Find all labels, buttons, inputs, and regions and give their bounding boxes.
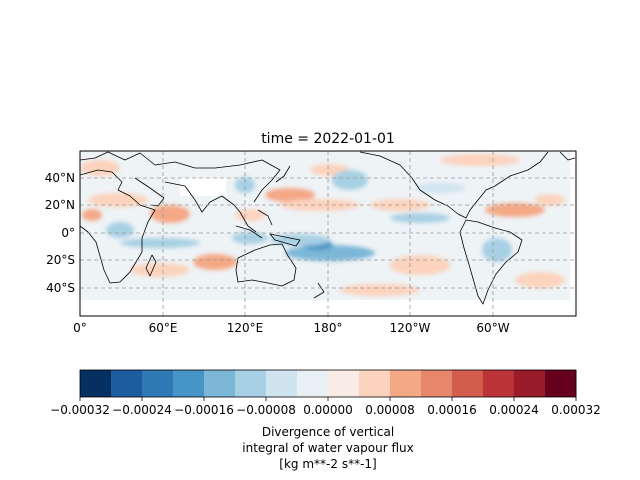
lon-tick-label: 60°E <box>149 321 178 335</box>
coastline-africa <box>80 169 156 284</box>
lat-tick-label: 20°S <box>46 253 75 267</box>
coastline-north-america <box>359 151 549 219</box>
tibet-blank <box>180 178 226 196</box>
field-blob <box>390 255 450 275</box>
map-background <box>80 151 576 316</box>
colorbar-tick-label: 0.00016 <box>427 403 477 417</box>
colorbar-tick-label: 0.00000 <box>303 403 353 417</box>
map-title: time = 2022-01-01 <box>261 131 395 147</box>
lon-tick-label: 120°E <box>227 321 264 335</box>
colorbar-tick-label: −0.00016 <box>174 403 234 417</box>
coastline-new-zealand <box>313 282 325 299</box>
colorbar-band <box>452 370 484 397</box>
lon-axis-labels: 0° 60°E 120°E 180° 120°W 60°W <box>73 321 510 335</box>
colorbar-label-line: Divergence of vertical <box>262 425 394 439</box>
field-blob <box>235 177 255 193</box>
lon-tick-label: 0° <box>73 321 87 335</box>
coastline-madagascar <box>145 254 157 277</box>
colorbar-band <box>111 370 143 397</box>
field-blob <box>150 205 190 223</box>
coastline-south-america <box>459 219 523 305</box>
colorbar-band <box>173 370 205 397</box>
colorbar-tick-label: 0.00008 <box>365 403 415 417</box>
colorbar-band <box>421 370 453 397</box>
field-blob <box>82 209 102 221</box>
field-blob <box>515 272 565 288</box>
field-blob <box>340 284 420 296</box>
lat-tick-label: 40°S <box>46 281 75 295</box>
field-blob <box>285 245 375 261</box>
lat-tick-label: 0° <box>61 226 75 240</box>
colorbar-tick-label: −0.00032 <box>50 403 110 417</box>
colorbar-band <box>142 370 174 397</box>
field-blob <box>482 238 512 262</box>
coastline-europe <box>559 151 576 161</box>
field-blob <box>235 209 265 221</box>
coastline-sea-asia <box>235 209 301 247</box>
colorbar-band <box>359 370 391 397</box>
colorbar-band <box>483 370 515 397</box>
colorbar-band <box>235 370 267 397</box>
colorbar-tick-label: −0.00008 <box>236 403 296 417</box>
blank-right-edge <box>570 151 576 316</box>
field-blob <box>130 263 190 277</box>
gridlines <box>80 151 576 316</box>
field-blob <box>485 203 545 217</box>
field-blob <box>415 183 465 193</box>
colorbar-band <box>297 370 329 397</box>
lat-tick-label: 20°N <box>45 198 75 212</box>
colorbar-label-line: integral of water vapour flux <box>242 441 414 455</box>
coastline-eurasia-north <box>80 151 281 203</box>
lat-axis-labels: 40°N 20°N 0° 20°S 40°S <box>45 171 75 295</box>
field-blob <box>232 232 268 244</box>
field-blob <box>370 199 430 211</box>
colorbar-label: Divergence of vertical integral of water… <box>242 425 414 471</box>
colorbar-band <box>390 370 422 397</box>
lon-tick-label: 60°W <box>476 321 509 335</box>
colorbar-tick-label: 0.00024 <box>489 403 539 417</box>
colorbar <box>80 370 577 397</box>
field-blob <box>106 222 134 238</box>
colorbar-ticks: −0.00032 −0.00024 −0.00016 −0.00008 0.00000 0… <box>50 397 601 417</box>
colorbar-band <box>545 370 577 397</box>
colorbar-band <box>204 370 236 397</box>
field-blob <box>535 194 565 206</box>
colorbar-band <box>80 370 112 397</box>
field-blob <box>120 238 200 248</box>
coastline-japan <box>275 165 291 183</box>
colorbar-tick-label: 0.00032 <box>551 403 601 417</box>
colorbar-band <box>514 370 546 397</box>
lon-tick-label: 180° <box>314 321 343 335</box>
colorbar-band <box>328 370 360 397</box>
lat-tick-label: 40°N <box>45 171 75 185</box>
colorbar-band <box>266 370 298 397</box>
lon-tick-label: 120°W <box>390 321 431 335</box>
field-blob <box>390 213 450 223</box>
map-frame <box>79 150 577 317</box>
field-blob <box>440 154 520 166</box>
field-blob <box>332 170 368 190</box>
colorbar-label-line: [kg m**-2 s**-1] <box>279 457 376 471</box>
field-blob <box>88 193 148 207</box>
map-plot-area <box>80 151 576 316</box>
field-blob <box>265 188 315 202</box>
coastline-arabia-india <box>134 177 241 213</box>
colorbar-tick-label: −0.00024 <box>112 403 172 417</box>
coastline-australia <box>235 243 297 287</box>
field-blob <box>193 254 237 270</box>
coastlines <box>80 151 576 305</box>
